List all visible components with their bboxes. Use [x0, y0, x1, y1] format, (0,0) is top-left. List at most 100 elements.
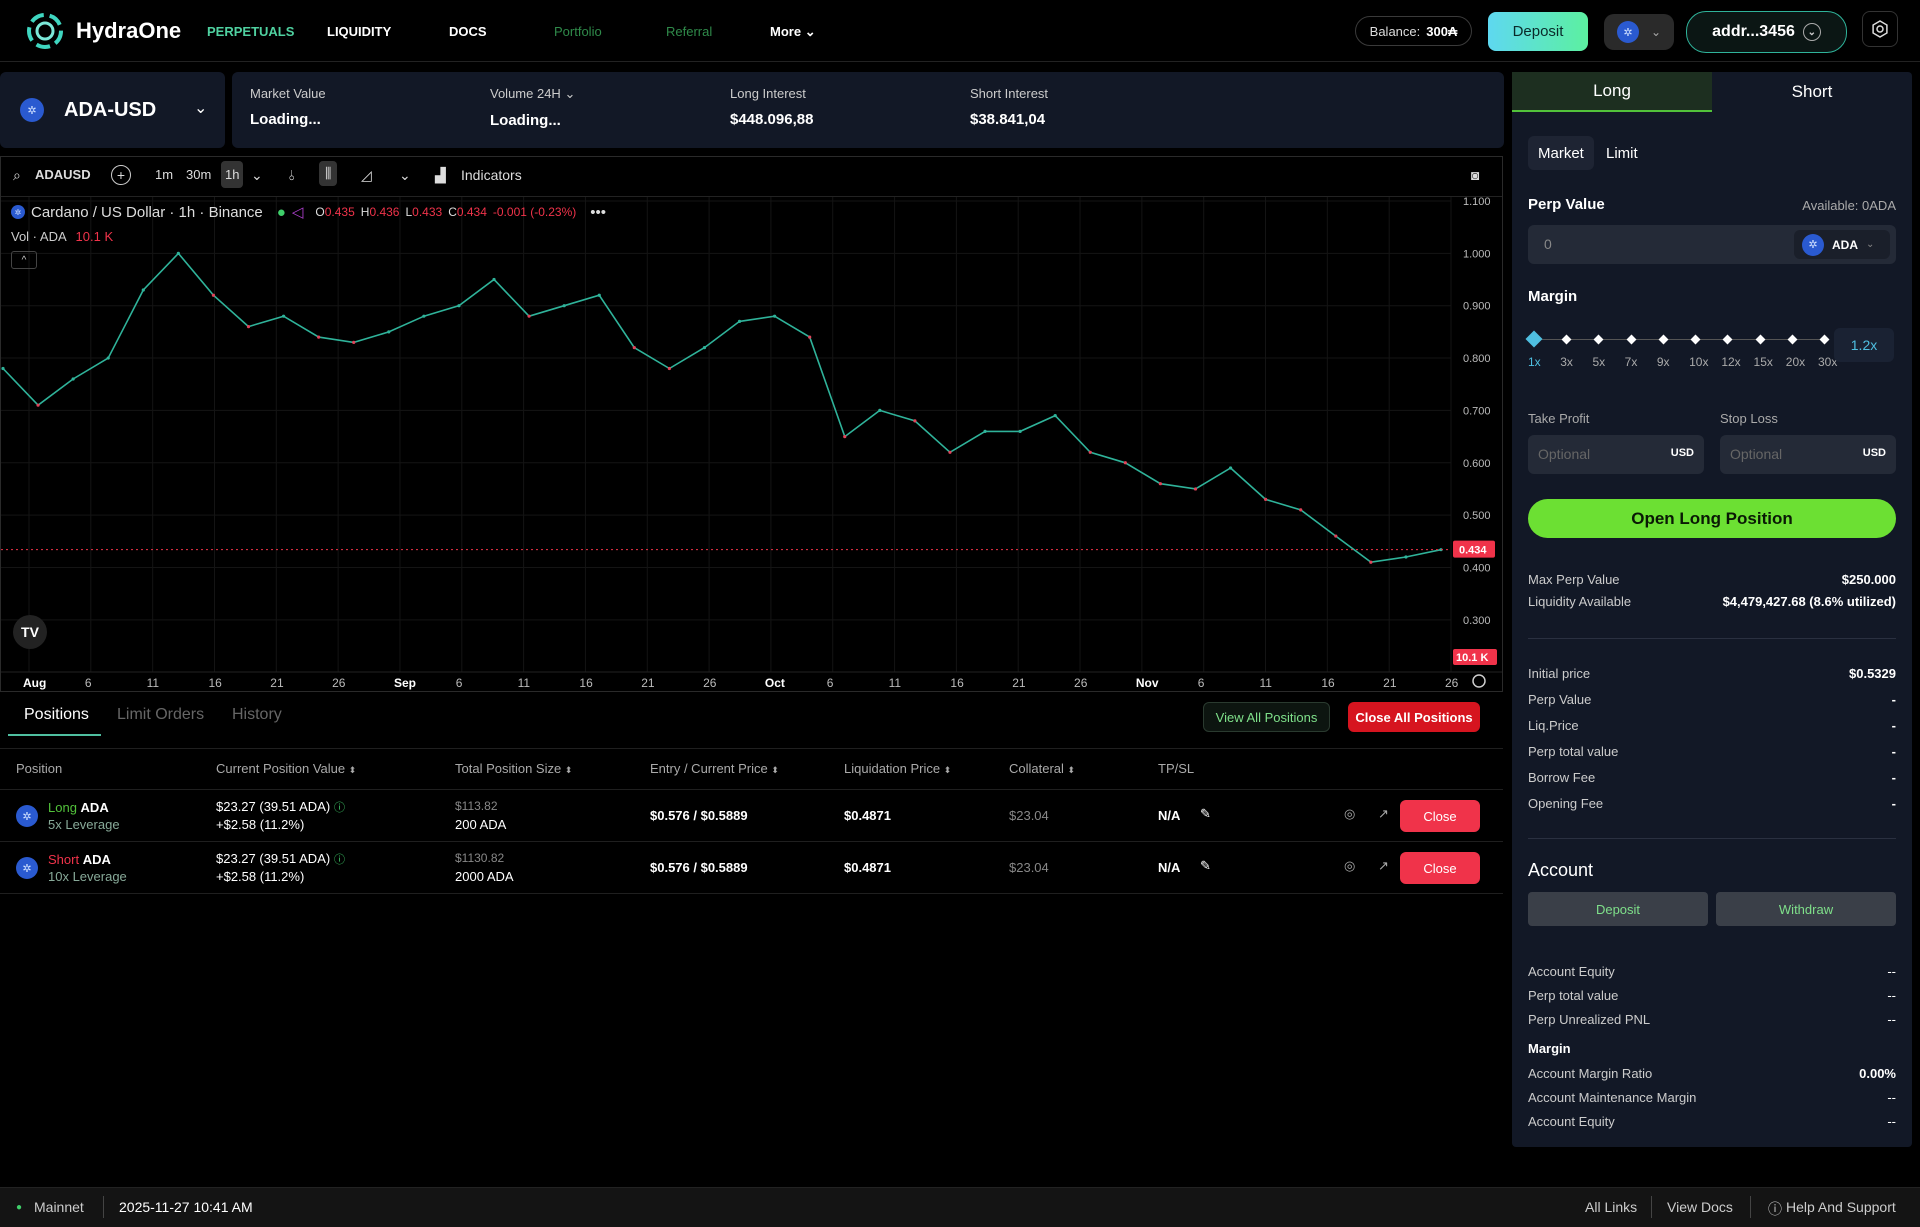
search-icon[interactable]: ⌕ — [13, 167, 21, 183]
detail-value: - — [1891, 770, 1896, 785]
detail-label: Perp total value — [1528, 744, 1619, 759]
leverage-mark-dot[interactable] — [1722, 334, 1733, 345]
leverage-mark-dot[interactable] — [1626, 334, 1637, 345]
nav-portfolio[interactable]: Portfolio — [554, 24, 602, 39]
volume-label-text: Volume 24H — [490, 86, 561, 101]
x-tick-label: 21 — [270, 676, 284, 690]
x-tick-label: 11 — [889, 676, 902, 690]
leverage-mark-dot[interactable] — [1593, 334, 1604, 345]
deposit-button[interactable]: Deposit — [1488, 12, 1588, 51]
leverage-mark-dot[interactable] — [1690, 334, 1701, 345]
perp-value-input[interactable]: 0 — [1544, 236, 1552, 252]
interval-30m[interactable]: 30m — [186, 167, 212, 182]
interval-1h[interactable]: 1h — [221, 161, 244, 188]
header-position: Position — [16, 761, 63, 776]
long-interest-label: Long Interest — [730, 86, 806, 101]
tab-history[interactable]: History — [232, 706, 282, 723]
tab-limit[interactable]: Limit — [1606, 144, 1638, 162]
price-chart[interactable]: ⌕ ADAUSD + 1m 30m 1h ⌄ ⫰ ⫼ ◿ ⌄ ▟ Indicat… — [0, 156, 1503, 692]
header-current-position-value[interactable]: Current Position Value ⬍ — [216, 761, 356, 776]
view-all-positions-button[interactable]: View All Positions — [1203, 702, 1330, 732]
table-row: ✲ Long ADA 5x Leverage $23.27 (39.51 ADA… — [0, 790, 1503, 842]
leverage-value[interactable]: 1.2x — [1834, 328, 1894, 362]
nav-more[interactable]: More ⌄ — [770, 24, 816, 40]
leverage-mark-dot[interactable] — [1755, 334, 1765, 345]
y-tick-label: 0.400 — [1463, 562, 1491, 574]
stop-loss-input[interactable]: Optional USD — [1720, 435, 1896, 474]
open-external-icon[interactable]: ↗ — [1378, 858, 1389, 873]
detail-label: Initial price — [1528, 666, 1591, 681]
tradingview-logo-icon[interactable]: TV — [13, 615, 47, 649]
nav-perpetuals[interactable]: PERPETUALS — [207, 24, 295, 39]
chart-symbol[interactable]: ADAUSD — [35, 167, 91, 182]
tab-positions[interactable]: Positions — [24, 706, 89, 723]
nav-docs[interactable]: DOCS — [449, 24, 487, 39]
candles-icon[interactable]: ⫼ — [319, 161, 338, 186]
collapse-legend-icon[interactable]: ^ — [11, 251, 37, 269]
leverage-mark-dot[interactable] — [1561, 334, 1572, 345]
close-all-positions-button[interactable]: Close All Positions — [1348, 702, 1480, 732]
header-liquidation-price[interactable]: Liquidation Price ⬍ — [844, 761, 951, 776]
compare-add-icon[interactable]: + — [111, 165, 131, 185]
y-tick-label: 1.000 — [1463, 248, 1491, 260]
close-position-button[interactable]: Close — [1400, 800, 1480, 832]
market-selector[interactable]: ✲ ADA-USD ⌄ — [0, 72, 225, 148]
leverage-mark-dot[interactable] — [1787, 334, 1798, 345]
price-point — [1123, 461, 1127, 465]
info-icon[interactable]: ⓘ — [334, 854, 345, 866]
x-tick-label: Aug — [23, 676, 46, 690]
view-docs-link[interactable]: View Docs — [1667, 1199, 1733, 1215]
header-total-position-size[interactable]: Total Position Size ⬍ — [455, 761, 572, 776]
header-collateral[interactable]: Collateral ⬍ — [1009, 761, 1075, 776]
leverage-slider-track[interactable] — [1534, 339, 1822, 340]
more-icon[interactable]: ••• — [590, 203, 607, 221]
nav-liquidity[interactable]: LIQUIDITY — [327, 24, 392, 39]
edit-pencil-icon[interactable]: ✎ — [1200, 806, 1211, 821]
perp-value-field[interactable]: 0 ✲ ADA ⌄ — [1528, 225, 1896, 264]
chevron-down-icon[interactable]: ⌄ — [399, 167, 411, 183]
leverage-mark-dot[interactable] — [1525, 330, 1543, 348]
open-long-position-button[interactable]: Open Long Position — [1528, 499, 1896, 538]
chevron-down-icon[interactable]: ⌄ — [251, 167, 263, 183]
take-profit-input[interactable]: Optional USD — [1528, 435, 1704, 474]
header-entry-current-price[interactable]: Entry / Current Price ⬍ — [650, 761, 779, 776]
network-selector[interactable]: ✲ ⌄ — [1604, 14, 1674, 50]
account-deposit-button[interactable]: Deposit — [1528, 892, 1708, 926]
hide-eye-icon[interactable]: ◎ — [1344, 858, 1356, 873]
nav-referral[interactable]: Referral — [666, 24, 713, 39]
wallet-address-button[interactable]: addr...3456 ⌄ — [1686, 11, 1847, 53]
position-size-usd: $1130.82 — [455, 851, 505, 865]
open-external-icon[interactable]: ↗ — [1378, 806, 1389, 821]
logo[interactable]: HydraOne — [24, 10, 181, 52]
token-selector[interactable]: ✲ ADA ⌄ — [1794, 230, 1890, 259]
info-icon[interactable]: ⓘ — [334, 802, 345, 814]
all-links[interactable]: All Links — [1585, 1199, 1638, 1215]
hide-eye-icon[interactable]: ◎ — [1344, 806, 1356, 821]
price-point — [1369, 560, 1373, 564]
indicators-button[interactable]: Indicators — [461, 167, 522, 183]
area-chart-icon[interactable]: ◿ — [361, 167, 372, 183]
detail-row: Initial price $0.5329 — [1528, 666, 1896, 681]
chart-canvas[interactable]: 1.100 1.000 0.900 0.800 0.700 0.600 0.500 0.400… — [1, 197, 1502, 691]
tab-short[interactable]: Short — [1791, 82, 1833, 101]
leverage-mark-dot[interactable] — [1819, 334, 1830, 345]
bar-type-icon[interactable]: ⫰ — [289, 167, 296, 183]
positions-table-header: Position Current Position Value ⬍ Total … — [0, 748, 1503, 790]
tab-market[interactable]: Market — [1528, 136, 1594, 170]
account-withdraw-button[interactable]: Withdraw — [1716, 892, 1896, 926]
account-row: Account Equity -- — [1528, 964, 1896, 979]
chart-settings-icon[interactable] — [1472, 674, 1486, 688]
leverage-mark-dot[interactable] — [1658, 334, 1669, 345]
edit-pencil-icon[interactable]: ✎ — [1200, 858, 1211, 873]
tab-limit-orders[interactable]: Limit Orders — [117, 706, 205, 723]
settings-button[interactable] — [1862, 11, 1898, 47]
close-position-button[interactable]: Close — [1400, 852, 1480, 884]
indicators-icon[interactable]: ▟ — [435, 167, 446, 183]
tab-long[interactable]: Long — [1512, 72, 1712, 112]
camera-icon[interactable]: ◙ — [1471, 167, 1480, 183]
volume-stat[interactable]: Volume 24H ⌄ Loading... — [490, 86, 575, 129]
help-icon[interactable]: ⓘ — [1768, 1201, 1782, 1217]
cardano-icon: ✲ — [16, 805, 38, 827]
interval-1m[interactable]: 1m — [155, 167, 174, 182]
help-support-link[interactable]: Help And Support — [1786, 1199, 1896, 1215]
